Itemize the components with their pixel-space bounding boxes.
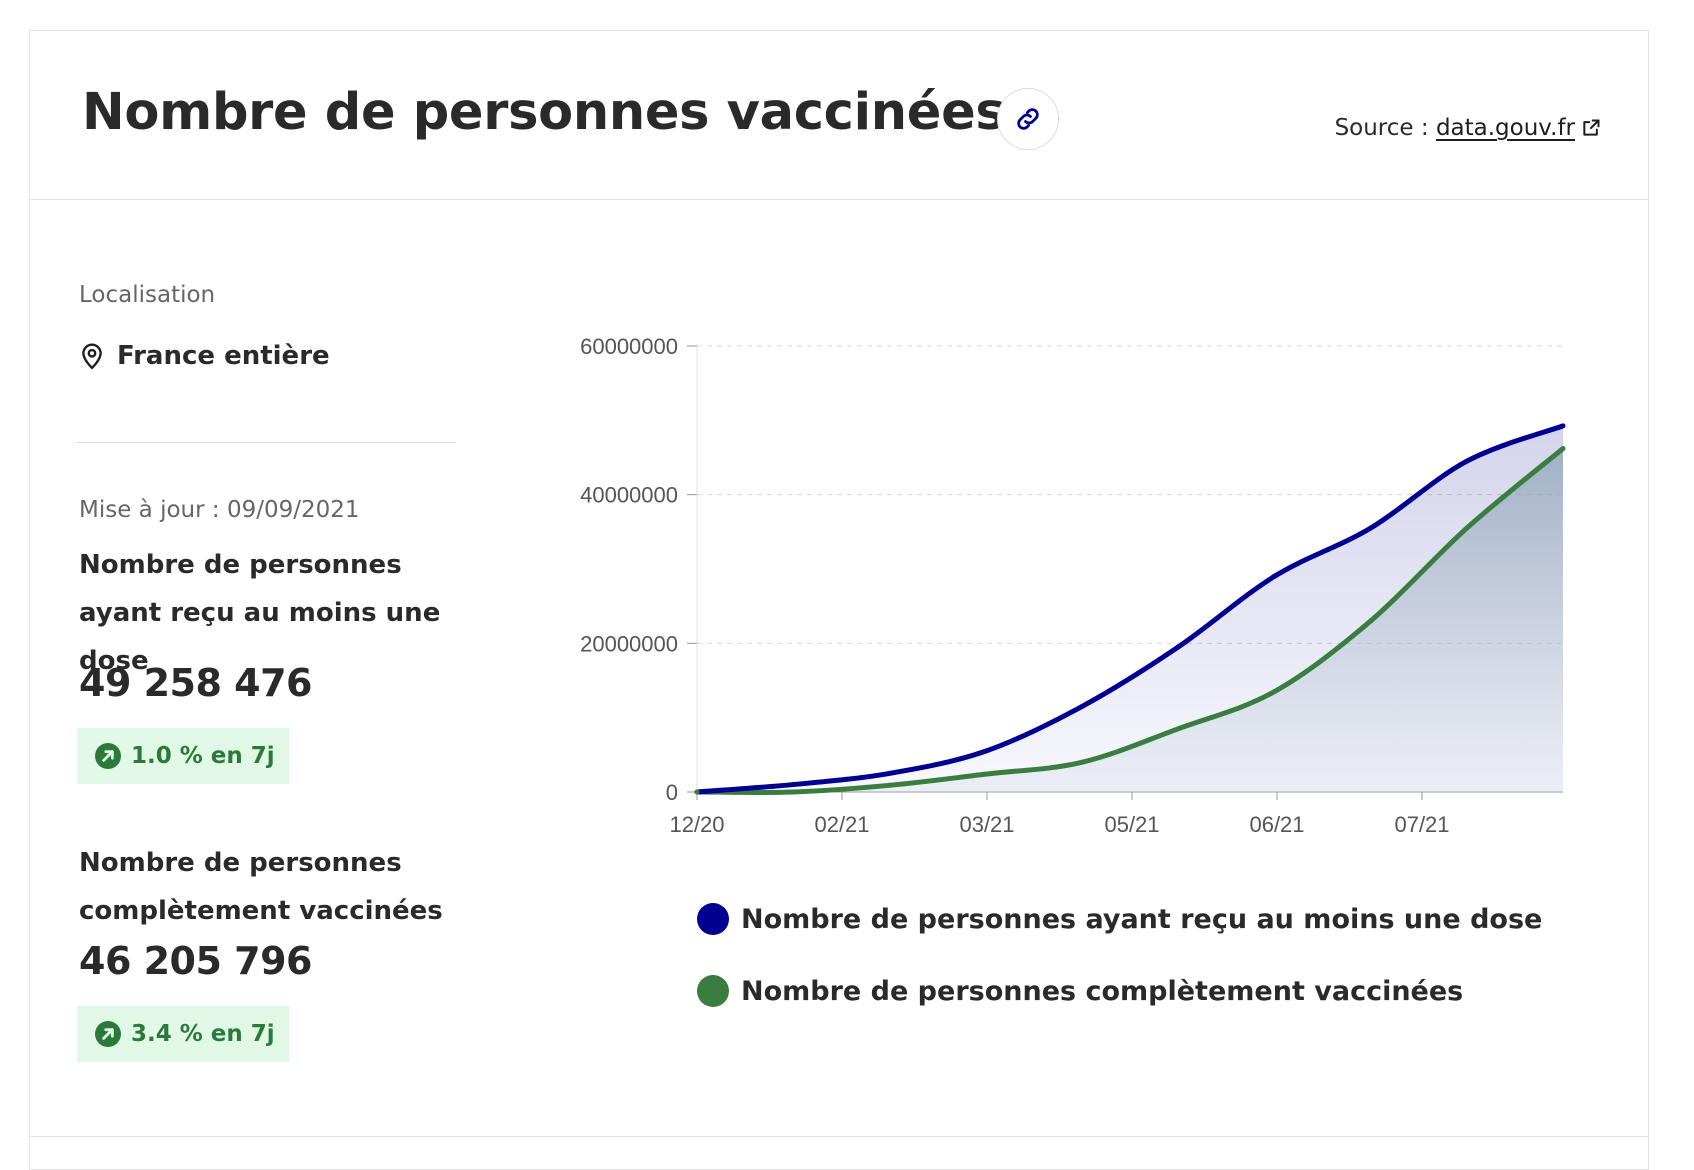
legend-item-fully-vaccinated[interactable]: Nombre de personnes complètement vacciné… bbox=[697, 955, 1542, 1027]
line-first-dose bbox=[696, 423, 1564, 795]
point-fully-vaccinated bbox=[1560, 446, 1566, 452]
source-prefix: Source : bbox=[1334, 115, 1436, 141]
source-attribution: Source : data.gouv.fr bbox=[1335, 115, 1601, 141]
legend-swatch-fully-vaccinated bbox=[697, 975, 729, 1007]
point-fully-vaccinated bbox=[694, 789, 700, 795]
location-label: Localisation bbox=[79, 282, 216, 308]
point-first-dose bbox=[1175, 644, 1181, 650]
point-fully-vaccinated bbox=[1271, 689, 1277, 695]
point-first-dose bbox=[790, 782, 796, 788]
x-tick-label: 06/21 bbox=[1249, 812, 1304, 837]
point-fully-vaccinated bbox=[1464, 525, 1470, 531]
card-header: Nombre de personnes vaccinées Source : d… bbox=[30, 31, 1648, 200]
point-fully-vaccinated bbox=[983, 771, 989, 777]
trend-up-icon bbox=[95, 1021, 121, 1047]
legend-item-first-dose[interactable]: Nombre de personnes ayant reçu au moins … bbox=[697, 883, 1542, 955]
y-tick-label: 40000000 bbox=[580, 483, 678, 508]
chart-legend: Nombre de personnes ayant reçu au moins … bbox=[697, 883, 1542, 1027]
point-fully-vaccinated bbox=[886, 782, 892, 788]
stat-label-fully-vaccinated: Nombre de personnes complètement vacciné… bbox=[79, 848, 443, 926]
point-first-dose bbox=[1368, 525, 1374, 531]
line-fully-vaccinated bbox=[696, 446, 1565, 795]
legend-label-fully-vaccinated: Nombre de personnes complètement vacciné… bbox=[741, 975, 1464, 1007]
point-first-dose bbox=[1079, 704, 1085, 710]
location-selector[interactable]: France entière bbox=[79, 341, 330, 371]
copy-link-button[interactable] bbox=[997, 88, 1059, 150]
point-first-dose bbox=[983, 748, 989, 754]
x-tick-label: 12/20 bbox=[669, 812, 724, 837]
point-fully-vaccinated bbox=[1175, 726, 1181, 732]
trend-up-icon bbox=[95, 743, 121, 769]
area-fully-vaccinated bbox=[697, 448, 1563, 793]
link-icon bbox=[1017, 108, 1039, 130]
y-tick-label: 0 bbox=[666, 780, 678, 805]
trend-text-fully-vaccinated: 3.4 % en 7j bbox=[131, 1021, 275, 1047]
location-pin-icon bbox=[79, 342, 105, 370]
point-fully-vaccinated bbox=[1079, 759, 1085, 765]
legend-label-first-dose: Nombre de personnes ayant reçu au moins … bbox=[741, 903, 1543, 935]
update-date: Mise à jour : 09/09/2021 bbox=[79, 497, 360, 523]
stat-label-first-dose: Nombre de personnes ayant reçu au moins … bbox=[79, 550, 441, 676]
location-value: France entière bbox=[117, 341, 330, 371]
point-first-dose bbox=[1560, 423, 1566, 429]
stat-value-fully-vaccinated: 46 205 796 bbox=[79, 939, 312, 983]
sidebar-divider bbox=[76, 442, 456, 443]
x-tick-label: 02/21 bbox=[814, 812, 869, 837]
stat-value-first-dose: 49 258 476 bbox=[79, 661, 312, 705]
point-first-dose bbox=[886, 770, 892, 776]
point-fully-vaccinated bbox=[1368, 618, 1374, 624]
x-tick-label: 03/21 bbox=[959, 812, 1014, 837]
trend-badge-fully-vaccinated: 3.4 % en 7j bbox=[77, 1006, 289, 1062]
point-first-dose bbox=[1271, 573, 1277, 579]
trend-badge-first-dose: 1.0 % en 7j bbox=[77, 728, 289, 784]
vaccination-chart: 0 20000000 40000000 60000000 12/20 02/21 03/21… bbox=[580, 334, 1566, 837]
source-link[interactable]: data.gouv.fr bbox=[1435, 115, 1575, 141]
trend-text-first-dose: 1.0 % en 7j bbox=[131, 743, 275, 769]
card-footer-divider bbox=[29, 1136, 1649, 1137]
point-first-dose bbox=[1464, 458, 1470, 464]
y-tick-label: 20000000 bbox=[580, 631, 678, 656]
external-link-icon bbox=[1583, 119, 1600, 136]
y-tick-label: 60000000 bbox=[580, 334, 678, 359]
legend-swatch-first-dose bbox=[697, 903, 729, 935]
x-tick-label: 07/21 bbox=[1394, 812, 1449, 837]
point-fully-vaccinated bbox=[790, 789, 796, 795]
x-tick-label: 05/21 bbox=[1104, 812, 1159, 837]
page-title: Nombre de personnes vaccinées bbox=[82, 83, 1006, 142]
